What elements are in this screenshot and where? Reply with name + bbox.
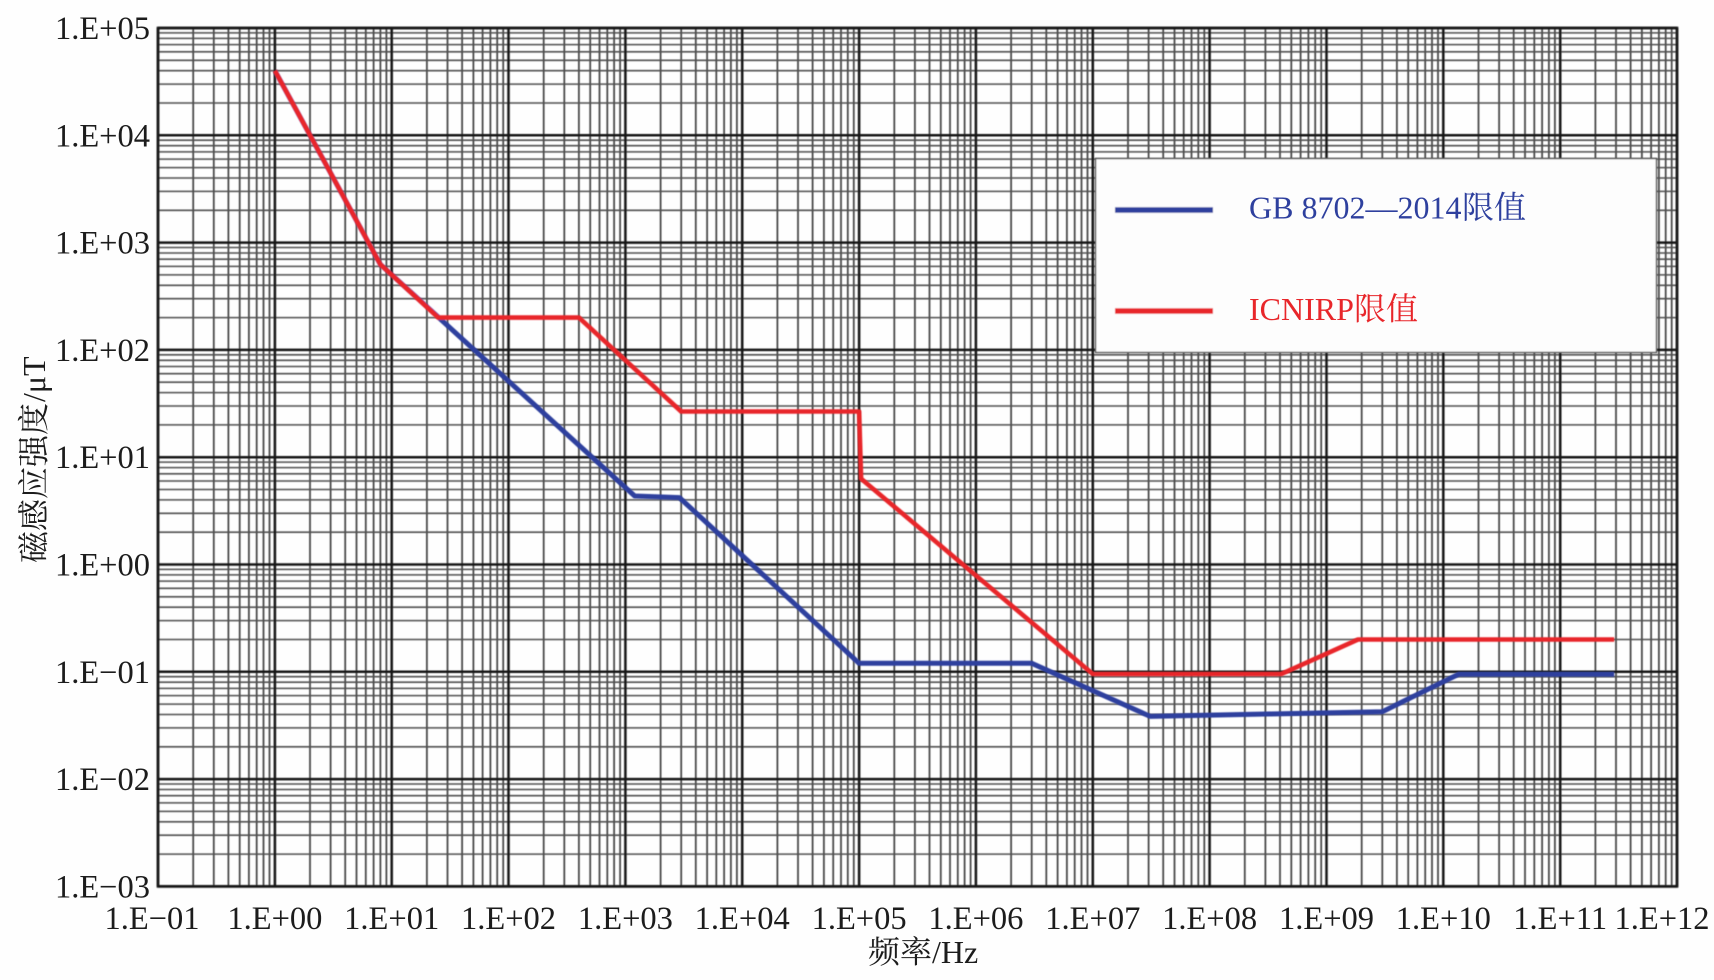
svg-text:1.E+11: 1.E+11: [1513, 901, 1607, 937]
svg-text:1.E+01: 1.E+01: [344, 901, 439, 937]
svg-text:/Hz: /Hz: [932, 934, 978, 970]
svg-text:ICNIRP: ICNIRP: [1249, 291, 1354, 327]
svg-text:1.E+03: 1.E+03: [578, 901, 673, 937]
svg-text:1.E−03: 1.E−03: [55, 869, 150, 905]
svg-text:1.E−01: 1.E−01: [55, 655, 150, 691]
svg-text:1.E+07: 1.E+07: [1045, 901, 1140, 937]
svg-text:GB 8702—2014: GB 8702—2014: [1249, 190, 1461, 226]
svg-text:1.E−01: 1.E−01: [104, 901, 199, 937]
svg-text:1.E+05: 1.E+05: [812, 901, 907, 937]
svg-text:1.E−02: 1.E−02: [55, 762, 150, 798]
svg-text:1.E+04: 1.E+04: [695, 901, 790, 937]
svg-text:1.E+00: 1.E+00: [227, 901, 322, 937]
svg-text:1.E+08: 1.E+08: [1162, 901, 1257, 937]
svg-text:1.E+04: 1.E+04: [55, 118, 150, 154]
svg-text:1.E+03: 1.E+03: [55, 226, 150, 262]
svg-text:1.E+02: 1.E+02: [461, 901, 556, 937]
svg-text:1.E+06: 1.E+06: [928, 901, 1023, 937]
svg-text:/μT: /μT: [16, 356, 52, 402]
svg-text:1.E+10: 1.E+10: [1396, 901, 1491, 937]
svg-text:1.E+02: 1.E+02: [55, 333, 150, 369]
svg-text:1.E+12: 1.E+12: [1614, 901, 1709, 937]
svg-text:1.E+00: 1.E+00: [55, 548, 150, 584]
svg-text:1.E+01: 1.E+01: [55, 440, 150, 476]
svg-text:1.E+09: 1.E+09: [1279, 901, 1374, 937]
svg-text:1.E+05: 1.E+05: [55, 11, 150, 47]
